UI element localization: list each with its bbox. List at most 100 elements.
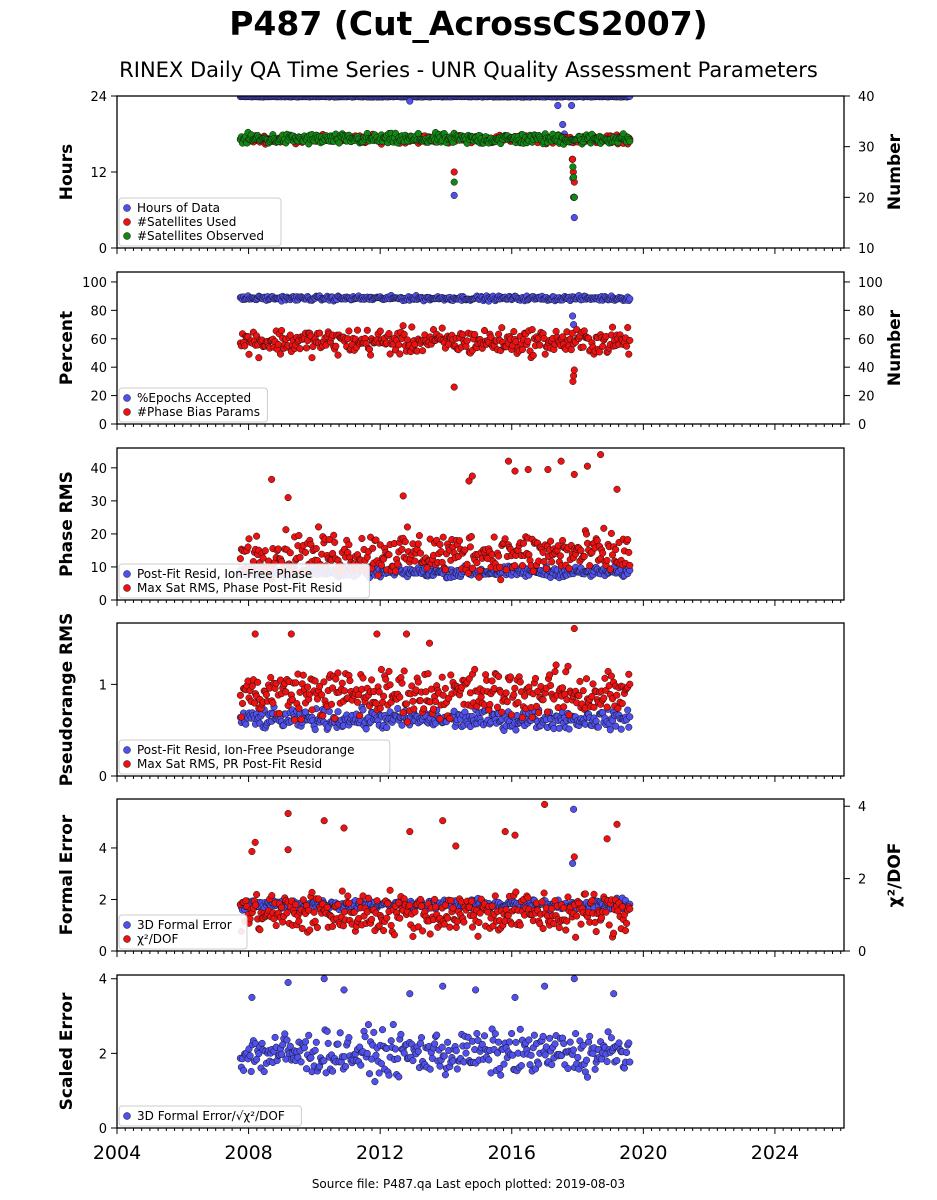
data-point (444, 914, 452, 922)
data-point (602, 908, 610, 916)
data-point (528, 326, 536, 334)
y-tick-label: 40 (90, 361, 107, 376)
data-point (417, 1034, 426, 1042)
outlier-point (320, 975, 328, 983)
y-tick-label: 10 (90, 561, 107, 576)
data-point (539, 925, 547, 933)
data-point (377, 1060, 385, 1068)
data-point (368, 1055, 376, 1063)
data-point (565, 711, 573, 719)
data-point (253, 532, 261, 540)
data-point (385, 551, 393, 559)
data-point (396, 914, 404, 922)
data-point (572, 1030, 580, 1038)
data-point (476, 566, 484, 574)
data-point (336, 1029, 344, 1037)
data-point (516, 921, 524, 929)
data-point (275, 709, 283, 718)
data-point (518, 714, 526, 722)
data-point (314, 895, 323, 903)
legend-marker (123, 218, 131, 226)
legend-label: Max Sat RMS, Phase Post-Fit Resid (137, 581, 342, 595)
outlier-point (268, 475, 276, 483)
data-point (548, 558, 556, 566)
data-point (380, 692, 388, 700)
data-point (521, 692, 529, 700)
legend: Hours of Data#Satellites Used#Satellites… (118, 197, 282, 247)
data-point (542, 565, 550, 573)
legend: %Epochs Accepted#Phase Bias Params (118, 387, 268, 423)
outlier-point (603, 835, 611, 843)
y-right-tick-label: 0 (858, 945, 866, 960)
legend-box (118, 914, 248, 950)
data-point (583, 1073, 592, 1081)
outlier-point (570, 193, 578, 201)
data-point (432, 698, 440, 706)
data-point (327, 700, 336, 708)
outlier-point (557, 457, 565, 465)
data-point (592, 717, 600, 725)
legend-marker (123, 408, 131, 416)
data-point (396, 693, 404, 701)
outlier-point (399, 492, 407, 500)
data-point (607, 1034, 615, 1042)
data-point (626, 561, 634, 569)
data-point (540, 558, 548, 566)
data-point (564, 893, 572, 901)
data-point (408, 323, 416, 331)
data-point (299, 896, 307, 904)
data-point (278, 903, 286, 911)
data-point (262, 691, 270, 699)
data-point (414, 923, 422, 931)
data-point (518, 345, 526, 354)
y-right-tick-label: 60 (858, 333, 875, 348)
data-point (536, 341, 544, 349)
data-point (508, 711, 516, 719)
data-point (258, 1039, 266, 1047)
legend-label: #Phase Bias Params (137, 405, 260, 419)
outlier-point (406, 990, 414, 998)
y-axis-label: Hours (57, 144, 77, 201)
data-point (386, 681, 394, 689)
outlier-point (340, 824, 348, 832)
data-point (566, 1038, 574, 1046)
data-point (416, 895, 425, 903)
data-point (278, 1050, 286, 1058)
panel-4: 0 1 Pseudorange RMS Post-Fit Resid, Ion-Fre… (57, 613, 845, 786)
data-point (241, 342, 249, 350)
data-point (250, 699, 259, 707)
data-point (626, 336, 634, 344)
data-point (625, 548, 633, 556)
data-point (338, 887, 346, 895)
data-point (237, 713, 245, 721)
data-point (441, 901, 449, 909)
data-point (516, 1025, 524, 1033)
data-point (384, 899, 392, 908)
data-point (603, 703, 611, 711)
data-point (449, 904, 457, 912)
data-point (438, 673, 446, 681)
y-tick-label: 40 (90, 462, 107, 477)
data-point (626, 713, 634, 721)
data-point (529, 567, 537, 575)
data-points (236, 624, 634, 734)
data-point (586, 562, 594, 570)
data-point (473, 1029, 481, 1038)
data-point (339, 922, 347, 930)
data-point (431, 895, 439, 903)
data-point (562, 926, 570, 934)
data-point (329, 922, 337, 930)
outlier-point (570, 470, 578, 478)
data-point (416, 697, 425, 705)
legend-box (118, 563, 370, 599)
data-point (350, 908, 358, 916)
data-point (501, 535, 509, 543)
data-point (547, 681, 555, 689)
outlier-point (452, 842, 460, 850)
data-point (359, 706, 367, 714)
y-tick-label: 12 (90, 166, 107, 181)
data-point (564, 662, 572, 670)
data-point (468, 923, 477, 931)
data-point (344, 892, 352, 900)
